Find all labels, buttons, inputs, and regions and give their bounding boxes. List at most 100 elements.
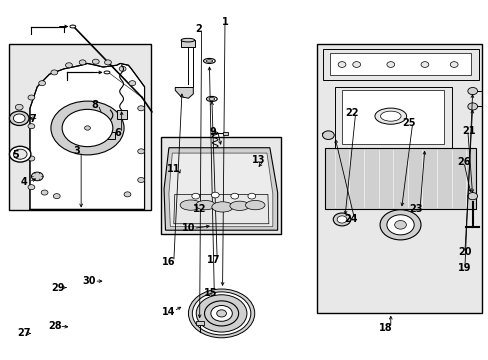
Circle shape [41,190,48,195]
Circle shape [467,193,477,200]
Bar [325,148,475,209]
Circle shape [9,111,29,126]
Circle shape [28,185,35,190]
Circle shape [337,62,345,67]
Circle shape [13,114,25,123]
Bar [329,53,470,75]
Text: 27: 27 [17,328,31,338]
Ellipse shape [70,25,76,28]
Text: 12: 12 [192,204,206,214]
Circle shape [191,193,199,199]
Circle shape [449,62,457,67]
Ellipse shape [245,201,264,210]
Text: 1: 1 [221,17,228,27]
Circle shape [84,126,90,130]
Text: 30: 30 [82,276,96,286]
Text: 26: 26 [456,157,470,167]
Circle shape [336,216,346,223]
Circle shape [386,62,394,67]
Ellipse shape [181,39,194,42]
Ellipse shape [211,202,233,212]
Bar [195,321,203,325]
Polygon shape [163,148,277,230]
Circle shape [65,63,72,68]
Bar [222,132,228,135]
Circle shape [138,177,144,183]
Polygon shape [30,63,144,210]
Circle shape [28,95,35,100]
Circle shape [104,60,111,65]
Circle shape [92,59,99,64]
Circle shape [28,124,35,129]
Text: 21: 21 [461,126,474,135]
Text: 17: 17 [206,255,220,265]
Text: 3: 3 [73,146,80,156]
Circle shape [119,66,126,71]
Circle shape [138,149,144,154]
Ellipse shape [206,96,217,102]
Polygon shape [175,87,193,98]
Text: 24: 24 [344,215,357,224]
Circle shape [79,60,86,65]
Text: 9: 9 [209,127,216,136]
Text: 20: 20 [457,247,471,257]
Circle shape [31,172,43,181]
Circle shape [15,104,23,110]
Bar [9,44,151,211]
Circle shape [13,149,27,159]
Text: 22: 22 [345,108,358,118]
Text: 13: 13 [252,155,265,165]
Circle shape [138,106,144,111]
Bar [341,90,444,144]
Bar [105,132,115,139]
Circle shape [210,306,232,321]
Ellipse shape [195,201,215,210]
Text: 14: 14 [162,307,175,317]
Circle shape [28,156,35,161]
Circle shape [62,109,113,147]
Ellipse shape [380,111,400,121]
Circle shape [124,192,131,197]
Bar [316,44,482,313]
Text: 25: 25 [402,118,415,128]
Text: 8: 8 [91,100,98,110]
Ellipse shape [180,200,201,210]
Text: 29: 29 [51,283,65,293]
Circle shape [352,62,360,67]
Circle shape [420,62,428,67]
Bar [334,87,451,148]
Polygon shape [173,194,268,224]
Circle shape [51,70,58,75]
Bar [160,137,281,234]
Text: 7: 7 [29,114,36,124]
Text: 18: 18 [378,323,392,333]
Circle shape [39,81,45,86]
Text: 5: 5 [12,150,19,160]
Text: 2: 2 [194,24,201,35]
Circle shape [192,292,250,335]
Ellipse shape [104,71,110,74]
Circle shape [216,310,226,317]
Ellipse shape [208,98,214,100]
Circle shape [467,87,477,95]
Ellipse shape [203,58,215,63]
Circle shape [386,215,413,235]
Circle shape [196,295,246,332]
Circle shape [230,193,238,199]
Circle shape [379,210,420,240]
Text: 11: 11 [167,164,180,174]
Ellipse shape [205,60,212,62]
Text: 6: 6 [114,129,121,138]
Ellipse shape [229,201,249,211]
Circle shape [467,103,477,110]
Text: 19: 19 [457,263,471,273]
Circle shape [322,131,333,139]
Circle shape [211,192,219,198]
Circle shape [247,193,255,199]
Circle shape [204,301,238,326]
Circle shape [394,221,406,229]
Circle shape [9,146,31,162]
Circle shape [332,213,350,226]
Bar [322,49,478,80]
Bar [181,40,194,47]
